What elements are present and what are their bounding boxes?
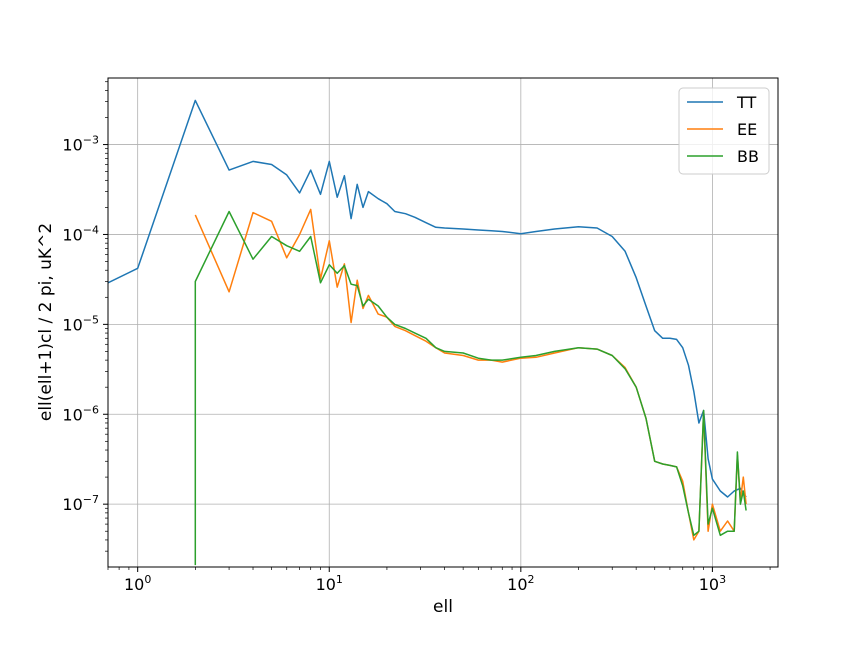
y-tick-label: 10−7 [62,493,99,514]
legend-label-bb: BB [737,147,759,166]
series-line-tt [108,99,747,498]
y-axis-label: ell(ell+1)cl / 2 pi, uK^2 [36,223,56,421]
legend-box [678,87,770,175]
x-tick-label: 102 [507,573,534,594]
y-tick-label: 10−6 [62,403,99,424]
x-tick-label: 103 [699,573,726,594]
legend-label-tt: TT [736,93,756,112]
x-tick-label: 100 [124,573,151,594]
x-axis-label: ell [433,597,453,617]
legend-label-ee: EE [737,120,757,139]
axis-ticks [103,81,771,572]
legend: TT EE BB [678,87,770,175]
axis-tick-labels: 100 101 102 103 10−7 10−6 10−5 10−4 10−3 [62,134,726,594]
series-line-bb [194,210,747,566]
y-tick-label: 10−3 [62,134,99,155]
y-tick-label: 10−4 [62,223,99,244]
plot-area-frame [107,77,779,568]
y-tick-label: 10−5 [62,313,99,334]
x-tick-label: 101 [316,573,343,594]
series-layer [108,99,747,566]
